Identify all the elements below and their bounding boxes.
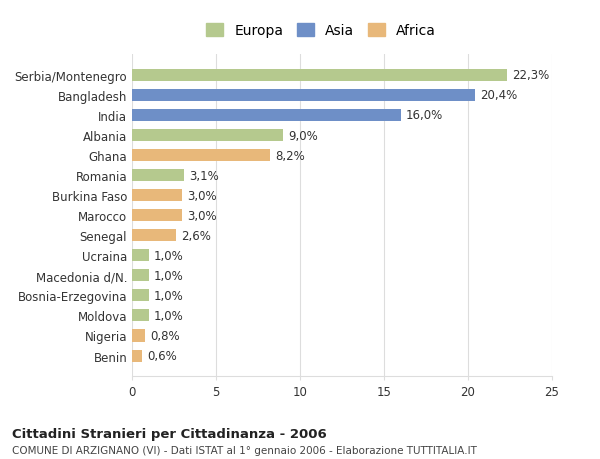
Text: 1,0%: 1,0% <box>154 249 184 262</box>
Bar <box>132 190 182 202</box>
Text: 22,3%: 22,3% <box>512 69 549 82</box>
Text: COMUNE DI ARZIGNANO (VI) - Dati ISTAT al 1° gennaio 2006 - Elaborazione TUTTITAL: COMUNE DI ARZIGNANO (VI) - Dati ISTAT al… <box>12 445 477 455</box>
Text: 8,2%: 8,2% <box>275 149 305 162</box>
Text: 16,0%: 16,0% <box>406 109 443 122</box>
Bar <box>132 210 182 222</box>
Text: Cittadini Stranieri per Cittadinanza - 2006: Cittadini Stranieri per Cittadinanza - 2… <box>12 427 327 440</box>
Text: 3,1%: 3,1% <box>189 169 219 182</box>
Bar <box>132 290 149 302</box>
Text: 2,6%: 2,6% <box>181 229 211 242</box>
Bar <box>132 230 176 242</box>
Text: 0,8%: 0,8% <box>151 329 180 342</box>
Bar <box>132 170 184 182</box>
Text: 1,0%: 1,0% <box>154 289 184 302</box>
Bar <box>132 350 142 362</box>
Bar <box>132 270 149 282</box>
Bar <box>132 110 401 122</box>
Text: 3,0%: 3,0% <box>187 209 217 222</box>
Bar <box>132 310 149 322</box>
Bar <box>132 90 475 102</box>
Text: 3,0%: 3,0% <box>187 189 217 202</box>
Text: 1,0%: 1,0% <box>154 269 184 282</box>
Bar <box>132 250 149 262</box>
Text: 9,0%: 9,0% <box>288 129 318 142</box>
Text: 20,4%: 20,4% <box>480 89 517 102</box>
Bar <box>132 70 506 82</box>
Bar <box>132 330 145 342</box>
Bar <box>132 150 270 162</box>
Legend: Europa, Asia, Africa: Europa, Asia, Africa <box>202 20 440 43</box>
Text: 0,6%: 0,6% <box>147 349 177 362</box>
Bar <box>132 130 283 142</box>
Text: 1,0%: 1,0% <box>154 309 184 322</box>
